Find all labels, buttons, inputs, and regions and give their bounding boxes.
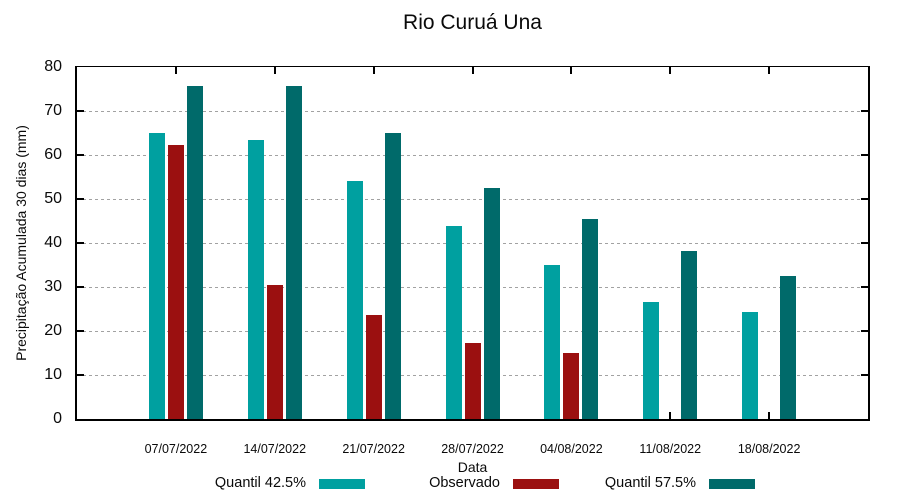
y-tick-left-60 xyxy=(77,154,84,156)
x-tick-label-6: 18/08/2022 xyxy=(737,442,801,456)
y-tick-right-50 xyxy=(861,198,868,200)
y-tick-right-30 xyxy=(861,286,868,288)
bar-quantil-57-5--04/08/2022 xyxy=(582,219,599,419)
y-tick-left-50 xyxy=(77,198,84,200)
gridline-60 xyxy=(77,154,868,156)
y-tick-right-20 xyxy=(861,330,868,332)
gridline-50 xyxy=(77,198,868,200)
y-tick-label-10: 10 xyxy=(44,366,62,383)
y-tick-label-40: 40 xyxy=(44,234,62,251)
y-tick-label-80: 80 xyxy=(44,58,62,75)
bar-observado-21/07/2022 xyxy=(365,315,382,419)
x-tick-label-1: 14/07/2022 xyxy=(243,442,307,456)
y-tick-left-30 xyxy=(77,286,84,288)
bar-quantil-57-5--21/07/2022 xyxy=(384,133,401,419)
bar-quantil-42-5--07/07/2022 xyxy=(148,133,165,419)
y-tick-right-40 xyxy=(861,242,868,244)
gridline-20 xyxy=(77,330,868,332)
legend-label-0: Quantil 42.5% xyxy=(214,475,306,491)
bar-quantil-57-5--11/08/2022 xyxy=(681,250,698,419)
x-tick-top-4 xyxy=(570,67,573,74)
y-tick-label-20: 20 xyxy=(44,322,62,339)
bar-quantil-57-5--14/07/2022 xyxy=(285,86,302,419)
y-axis-tick-labels: 0 10 20 30 40 50 60 70 80 xyxy=(0,58,62,427)
plot-area xyxy=(75,66,870,421)
x-tick-label-4: 04/08/2022 xyxy=(540,442,603,456)
bar-observado-04/08/2022 xyxy=(563,353,580,419)
x-tick-label-5: 11/08/2022 xyxy=(639,442,702,456)
x-tick-top-0 xyxy=(174,67,177,74)
bar-quantil-42-5--14/07/2022 xyxy=(247,139,264,419)
legend-swatch-1 xyxy=(513,479,559,489)
legend-swatch-0 xyxy=(319,479,365,489)
legend-label-1: Observado xyxy=(429,475,500,491)
bar-quantil-42-5--11/08/2022 xyxy=(643,301,660,419)
y-tick-right-10 xyxy=(861,374,868,376)
y-tick-label-0: 0 xyxy=(53,410,62,427)
gridline-40 xyxy=(77,242,868,244)
bar-quantil-42-5--28/07/2022 xyxy=(445,225,462,419)
bar-observado-14/07/2022 xyxy=(266,284,283,419)
bar-quantil-42-5--04/08/2022 xyxy=(544,265,561,419)
x-tick-label-0: 07/07/2022 xyxy=(144,442,208,456)
y-tick-left-40 xyxy=(77,242,84,244)
y-tick-left-20 xyxy=(77,330,84,332)
legend-label-2: Quantil 57.5% xyxy=(604,475,696,491)
bar-quantil-42-5--21/07/2022 xyxy=(346,180,363,419)
gridline-70 xyxy=(77,110,868,112)
x-tick-top-6 xyxy=(768,67,771,74)
x-tick-bottom-5 xyxy=(669,412,672,419)
x-tick-top-2 xyxy=(372,67,375,74)
x-tick-top-5 xyxy=(669,67,672,74)
bar-quantil-57-5--18/08/2022 xyxy=(780,275,797,419)
bar-quantil-42-5--18/08/2022 xyxy=(742,311,759,419)
y-tick-left-10 xyxy=(77,374,84,376)
bar-quantil-57-5--28/07/2022 xyxy=(483,188,500,419)
bar-observado-28/07/2022 xyxy=(464,342,481,419)
bar-quantil-57-5--07/07/2022 xyxy=(186,86,203,419)
x-axis-title: Data xyxy=(457,459,488,475)
y-tick-right-70 xyxy=(861,110,868,112)
bar-observado-07/07/2022 xyxy=(167,145,184,419)
y-tick-right-60 xyxy=(861,154,868,156)
gridline-30 xyxy=(77,286,868,288)
x-tick-label-2: 21/07/2022 xyxy=(342,442,405,456)
x-axis-tick-labels: 07/07/2022 14/07/2022 21/07/2022 28/07/2022… xyxy=(77,442,868,458)
y-tick-left-70 xyxy=(77,110,84,112)
x-tick-top-1 xyxy=(273,67,276,74)
x-tick-top-3 xyxy=(471,67,474,74)
y-tick-label-30: 30 xyxy=(44,278,62,295)
chart-title: Rio Curuá Una xyxy=(403,11,542,34)
x-tick-label-3: 28/07/2022 xyxy=(441,442,504,456)
legend-swatch-2 xyxy=(709,479,755,489)
y-tick-label-60: 60 xyxy=(44,146,62,163)
x-tick-bottom-6 xyxy=(768,412,771,419)
y-tick-label-70: 70 xyxy=(44,102,62,119)
y-tick-label-50: 50 xyxy=(44,190,62,207)
